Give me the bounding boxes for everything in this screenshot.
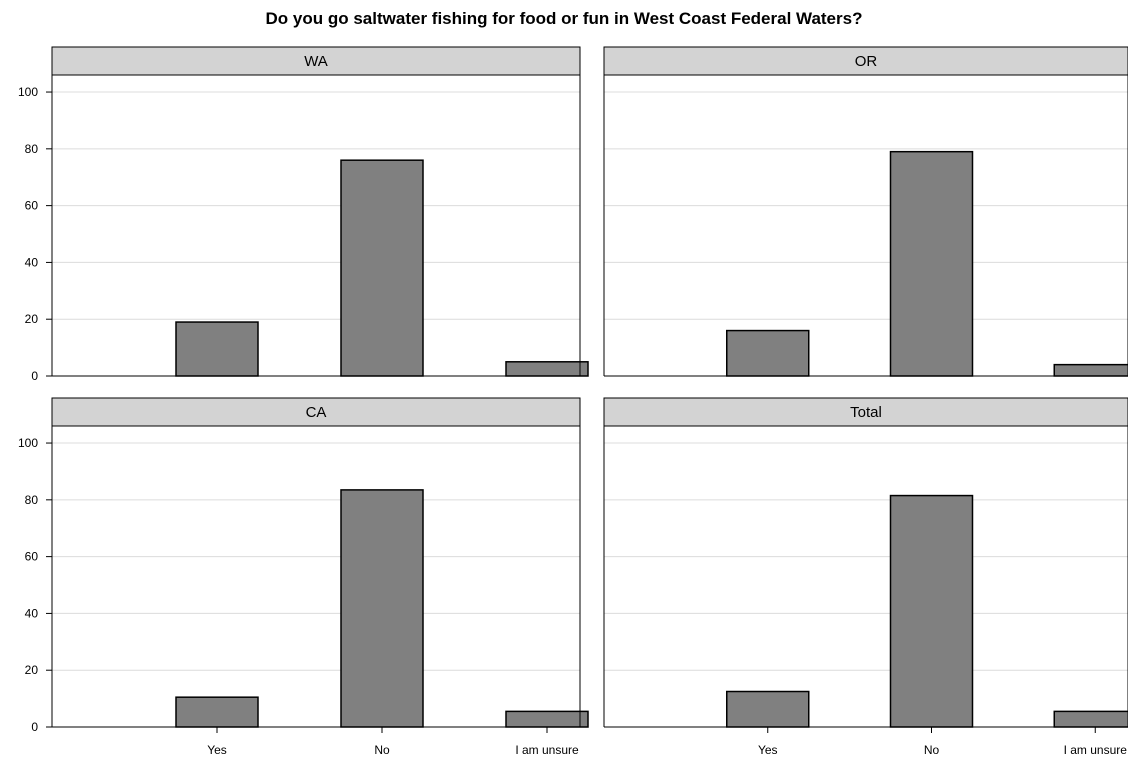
y-tick-label: 100	[18, 436, 38, 450]
panel-label: CA	[306, 404, 327, 421]
bar	[1053, 363, 1128, 377]
bar	[726, 329, 810, 377]
bar	[889, 494, 974, 728]
y-tick-label: 80	[25, 493, 39, 507]
x-tick-label: Yes	[207, 743, 227, 757]
y-tick-label: 0	[31, 720, 38, 734]
chart-panels: WA 0 20 40 60 80 100 OR CA 0 20 40 60 80 100 Yes No I am …	[18, 46, 1128, 757]
bar	[505, 710, 589, 728]
panel-label: Total	[850, 404, 882, 421]
y-tick-label: 20	[25, 312, 39, 326]
bar	[889, 150, 974, 377]
bar	[340, 489, 424, 728]
panel-ca: CA 0 20 40 60 80 100 Yes No I am unsure	[18, 397, 589, 757]
y-tick-label: 100	[18, 85, 38, 99]
panel-strip	[603, 46, 1128, 76]
bar	[505, 361, 589, 377]
y-tick-label: 40	[25, 255, 39, 269]
y-tick-label: 80	[25, 142, 39, 156]
bar	[175, 696, 259, 728]
x-tick-label: I am unsure	[515, 743, 579, 757]
x-tick-label: I am unsure	[1064, 743, 1128, 757]
panel-wa: WA 0 20 40 60 80 100	[18, 46, 589, 383]
bar	[340, 159, 424, 377]
panel-or: OR	[603, 46, 1128, 377]
y-tick-label: 60	[25, 550, 39, 564]
x-tick-label: Yes	[758, 743, 778, 757]
y-tick-label: 40	[25, 606, 39, 620]
x-tick-label: No	[374, 743, 390, 757]
y-tick-label: 60	[25, 199, 39, 213]
panel-strip	[51, 397, 581, 427]
panel-label: OR	[855, 53, 878, 70]
panel-strip	[51, 46, 581, 76]
panel-total: Total Yes No I am unsure	[603, 397, 1128, 757]
bar	[175, 321, 259, 377]
bar	[726, 690, 810, 728]
chart-title: Do you go saltwater fishing for food or …	[266, 9, 863, 28]
y-tick-label: 20	[25, 663, 39, 677]
panel-label: WA	[304, 53, 328, 70]
x-tick-label: No	[924, 743, 940, 757]
panel-strip	[603, 397, 1128, 427]
bar	[1053, 710, 1128, 728]
y-tick-label: 0	[31, 369, 38, 383]
